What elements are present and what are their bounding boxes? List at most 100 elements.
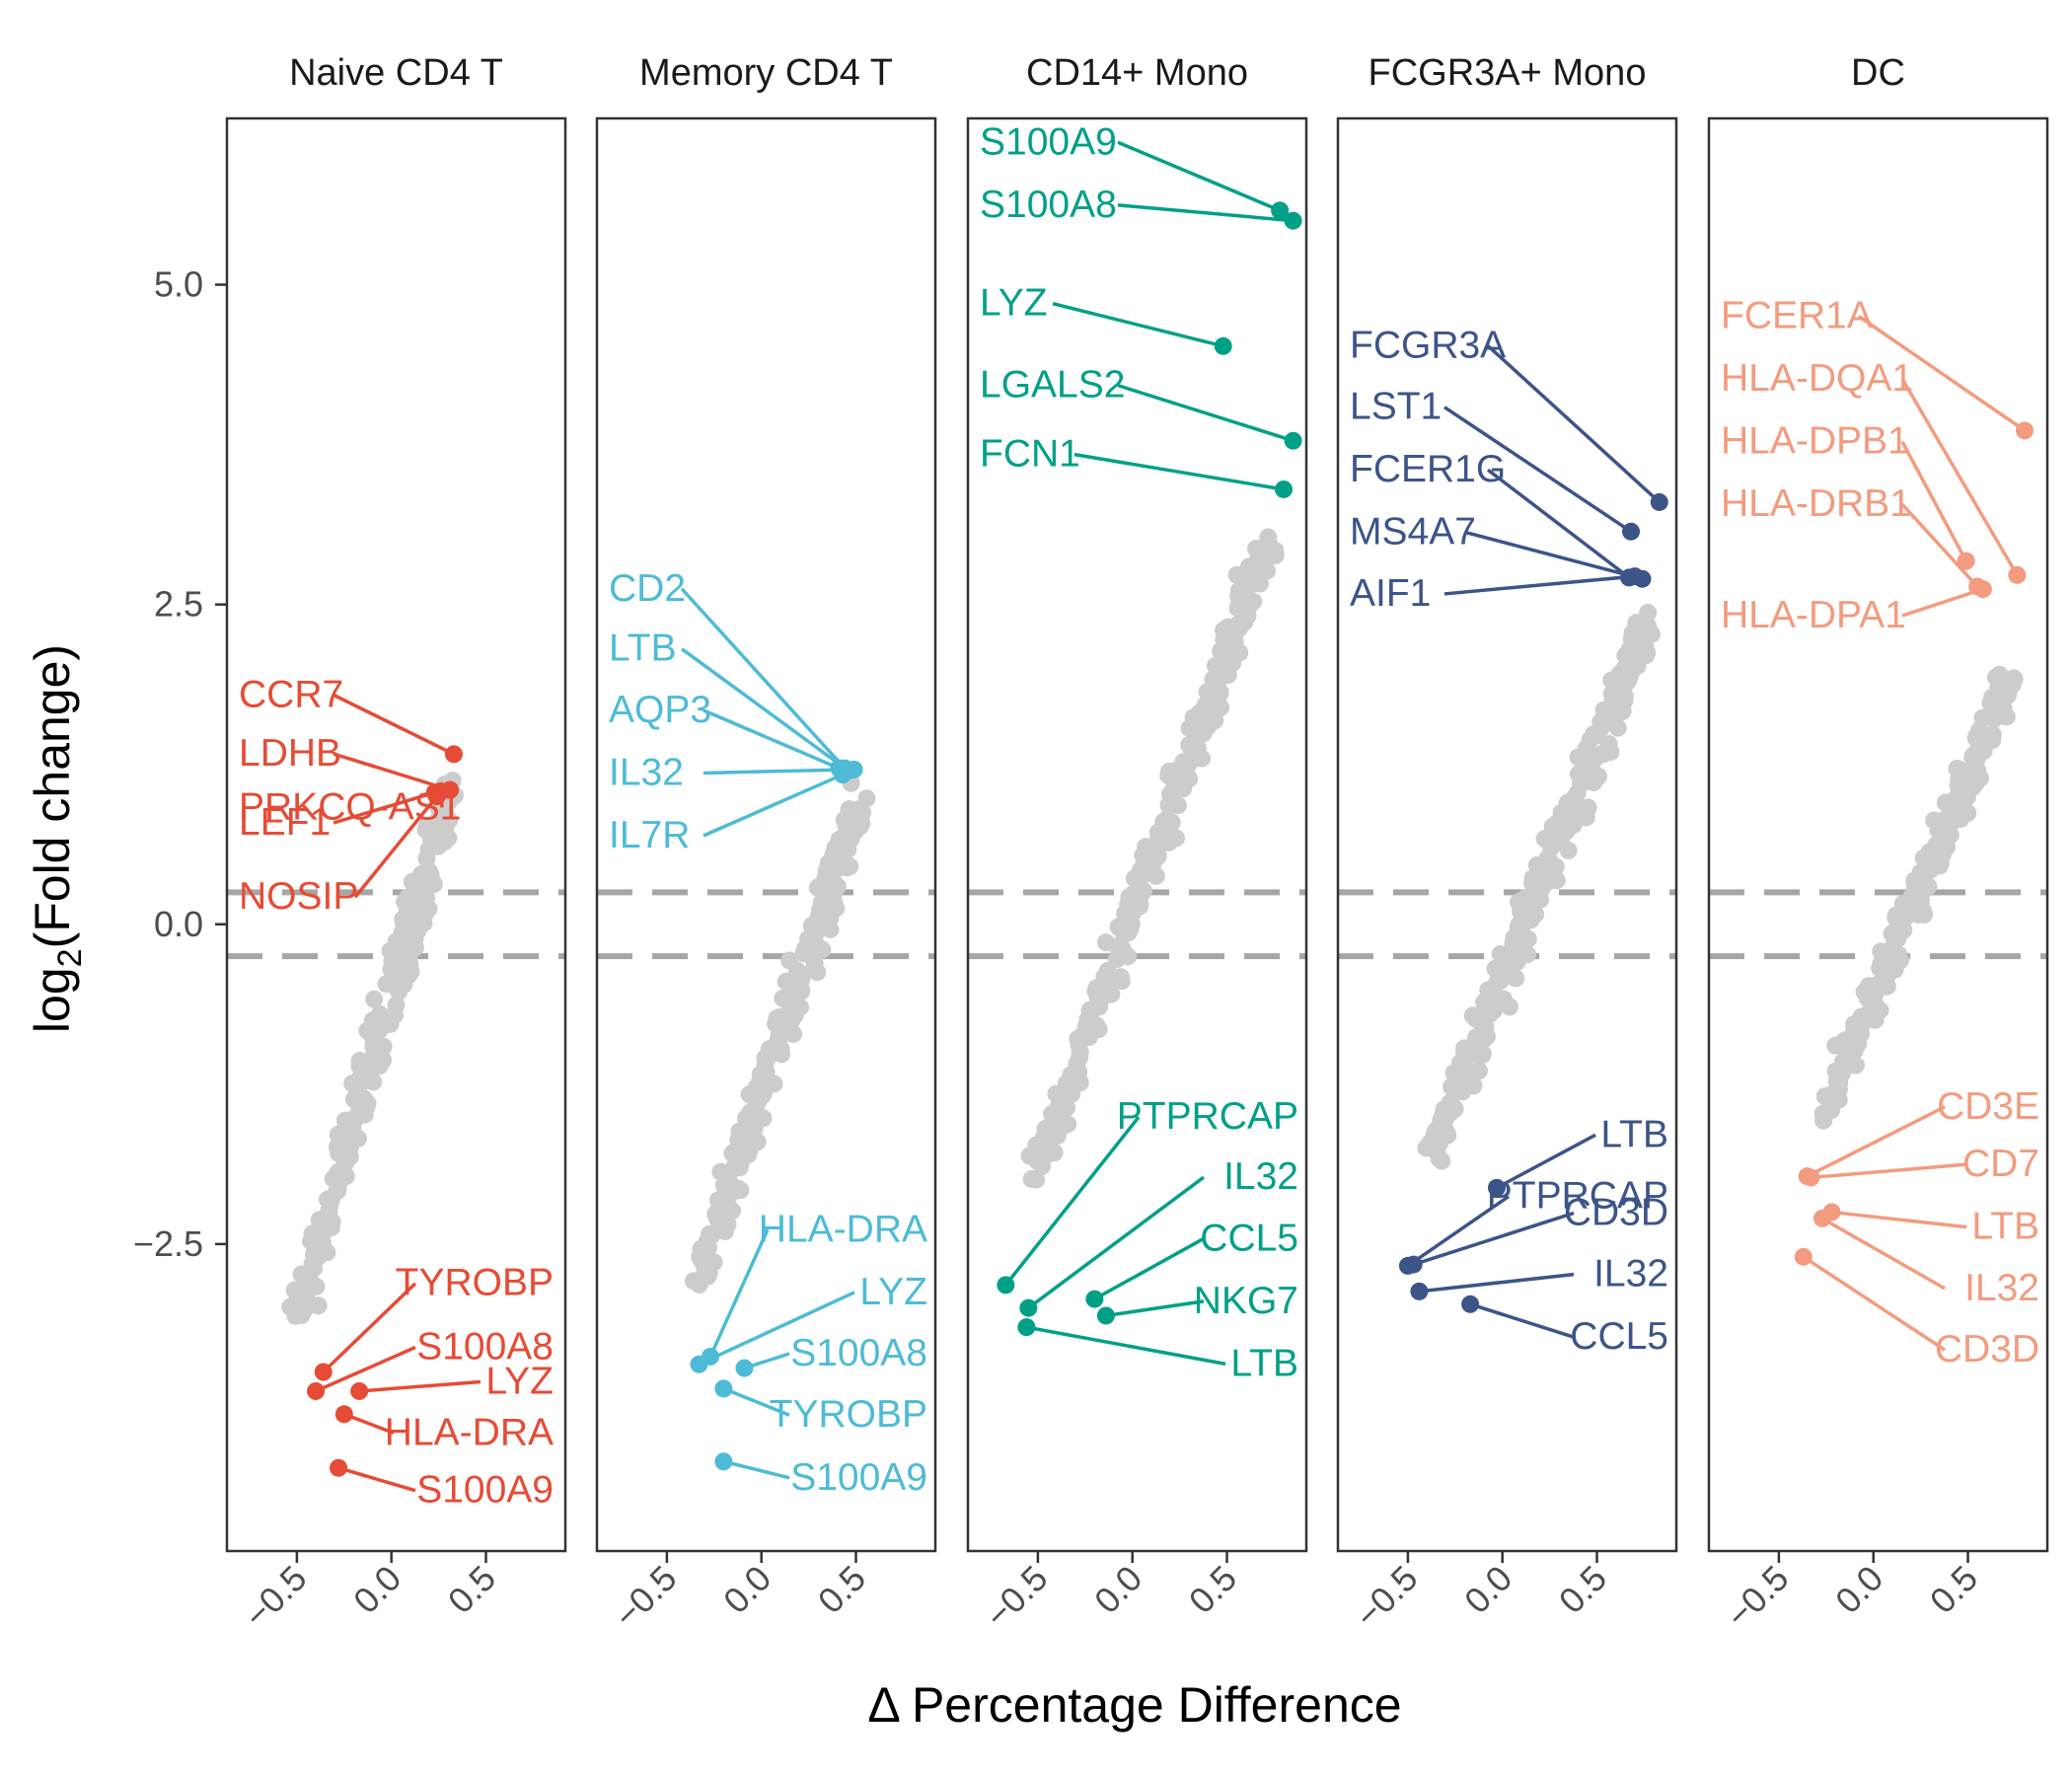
panel-border <box>966 116 1308 1553</box>
background-point <box>1495 990 1514 1008</box>
x-tick-label: 0.0 <box>1456 1558 1519 1621</box>
background-point <box>1518 929 1537 948</box>
background-point <box>1628 643 1647 662</box>
gene-label-connector <box>333 790 436 825</box>
background-point <box>1113 940 1132 959</box>
panel-cd14-mono: S100A9 S100A8 LYZ LGALS2 FCN1 PTPRCAP IL32 CCL5… <box>966 116 1308 1553</box>
background-point <box>1259 528 1278 547</box>
background-point <box>1216 638 1234 657</box>
panel-title: Naive CD4 T <box>289 52 503 94</box>
gene-label: CD3D <box>1935 1328 2039 1370</box>
gene-point <box>1085 1290 1104 1308</box>
background-point <box>303 1224 322 1243</box>
background-point <box>1818 1088 1837 1107</box>
gene-label: S100A8 <box>416 1326 554 1369</box>
background-point <box>1167 829 1186 848</box>
gene-label-connector <box>1105 1299 1205 1318</box>
gene-label-connector <box>1443 574 1636 596</box>
background-point <box>1889 945 1908 964</box>
y-axis-title: log2(Fold change) <box>25 644 89 1033</box>
panel-strip-labels: Naive CD4 T Memory CD4 T CD14+ Mono FCGR3A+… <box>289 52 1905 94</box>
background-point <box>1862 1010 1881 1029</box>
background-point <box>1459 1067 1478 1085</box>
gene-label-connector <box>1831 1210 1967 1229</box>
y-tick-label: 0.0 <box>154 904 203 944</box>
background-point <box>1102 985 1121 1003</box>
background-point <box>350 1100 369 1119</box>
gene-label-connector <box>1901 587 1984 618</box>
gene-label: LTB <box>1600 1113 1668 1155</box>
gene-point <box>997 1276 1015 1295</box>
background-point <box>1479 991 1498 1009</box>
gene-label-connector <box>333 752 451 792</box>
background-point <box>1119 924 1138 942</box>
gene-point <box>314 1363 333 1381</box>
gene-label-connector <box>722 1459 790 1480</box>
background-point <box>1998 681 2017 700</box>
gene-label-connector <box>315 1345 416 1393</box>
gene-label-connector <box>1117 140 1281 212</box>
gene-label: LEF1 <box>239 801 331 844</box>
background-point <box>857 789 876 808</box>
gene-label: AIF1 <box>1350 572 1431 615</box>
background-point <box>1869 975 1887 994</box>
panel-border <box>225 116 567 1553</box>
gene-label-connector <box>353 795 439 899</box>
background-point <box>309 1247 328 1266</box>
x-tick-label: −0.5 <box>977 1558 1055 1636</box>
gene-point <box>307 1381 326 1400</box>
gene-label-connector <box>680 587 847 770</box>
background-point <box>849 802 867 821</box>
y-tick-label: −2.5 <box>133 1223 203 1264</box>
background-point <box>1528 877 1547 896</box>
gene-label-connector <box>703 773 844 838</box>
gene-label-connector <box>1052 301 1224 348</box>
background-point <box>329 1181 347 1200</box>
background-point <box>428 816 447 835</box>
background-point <box>1968 762 1987 780</box>
background-point <box>400 908 418 926</box>
y-axis: −2.5 0.0 2.5 5.0 <box>133 264 227 1264</box>
background-point <box>307 1277 326 1295</box>
y-axis-title-subscript: 2 <box>51 948 89 967</box>
background-point <box>419 900 438 919</box>
background-point <box>1204 670 1222 689</box>
background-point <box>1990 665 2009 684</box>
gene-point <box>1017 1318 1036 1337</box>
gene-label-connector <box>333 693 455 756</box>
gene-point <box>1957 552 1975 570</box>
background-point <box>1617 672 1636 691</box>
gene-label: IL32 <box>1593 1253 1668 1295</box>
panel-title: DC <box>1851 52 1905 94</box>
background-point <box>777 972 795 991</box>
background-point <box>1504 947 1522 966</box>
background-point <box>1450 1054 1469 1073</box>
gene-label: HLA-DRA <box>759 1208 927 1250</box>
background-point <box>833 829 851 848</box>
background-point <box>799 929 818 948</box>
gene-label: LYZ <box>859 1271 927 1313</box>
gene-point <box>1813 1209 1831 1227</box>
panel-dc: FCER1A HLA-DQA1 HLA-DPB1 HLA-DRB1 HLA-DPA1 CD… <box>1707 116 2049 1553</box>
gene-label-connector <box>1419 1272 1575 1294</box>
x-tick-label: 0.5 <box>810 1558 873 1621</box>
gene-label-connector <box>1117 203 1294 223</box>
gene-label: IL32 <box>609 751 684 793</box>
gene-label-connector <box>1900 440 1968 562</box>
gene-label: FCGR3A <box>1350 324 1506 366</box>
gene-label: LTB <box>609 628 677 670</box>
gene-point <box>1410 1282 1429 1300</box>
background-point <box>1613 702 1632 720</box>
gene-label: TYROBP <box>396 1262 554 1304</box>
x-tick-label: 0.5 <box>1181 1558 1244 1621</box>
background-point <box>426 836 445 854</box>
gene-point <box>1019 1298 1038 1317</box>
gene-label-connector <box>1003 1116 1141 1287</box>
gene-label-connector <box>1073 452 1285 491</box>
gene-label: S100A8 <box>790 1332 927 1374</box>
background-point <box>390 959 408 978</box>
gene-label-connector <box>722 1386 790 1417</box>
gene-point <box>735 1359 754 1377</box>
gene-label-connector <box>1806 1105 1946 1178</box>
